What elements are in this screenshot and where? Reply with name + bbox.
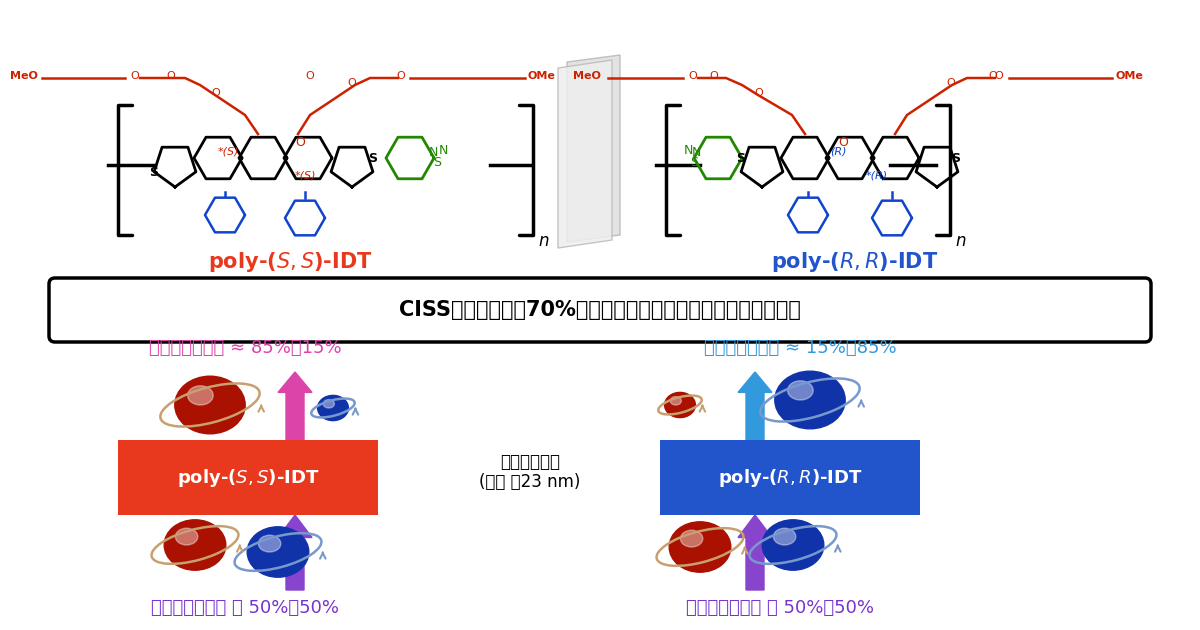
Text: *(S): *(S) xyxy=(294,170,316,180)
Bar xyxy=(660,440,920,515)
Text: O: O xyxy=(131,71,139,81)
Ellipse shape xyxy=(670,397,682,405)
Ellipse shape xyxy=(164,520,226,570)
Text: 上向き：下向き ＝ 50%：50%: 上向き：下向き ＝ 50%：50% xyxy=(686,599,874,617)
Text: O: O xyxy=(947,78,955,88)
FancyArrow shape xyxy=(278,372,312,440)
Text: S: S xyxy=(433,156,442,168)
Ellipse shape xyxy=(680,530,703,547)
Ellipse shape xyxy=(774,528,796,545)
Text: MeO: MeO xyxy=(574,71,601,81)
Text: O: O xyxy=(755,88,763,98)
Text: 上向き：下向き ≈ 85%：15%: 上向き：下向き ≈ 85%：15% xyxy=(149,339,341,357)
Text: 上向き：下向き ＝ 50%：50%: 上向き：下向き ＝ 50%：50% xyxy=(151,599,340,617)
Text: O: O xyxy=(397,71,406,81)
Text: O: O xyxy=(167,71,175,81)
FancyBboxPatch shape xyxy=(49,278,1151,342)
Text: O: O xyxy=(838,135,848,149)
Text: O: O xyxy=(348,78,356,88)
Polygon shape xyxy=(568,55,620,242)
Text: S: S xyxy=(952,151,960,164)
Text: $n$: $n$ xyxy=(955,232,966,250)
Ellipse shape xyxy=(787,381,814,400)
Text: S: S xyxy=(690,156,698,168)
Text: N: N xyxy=(683,144,692,156)
Text: O: O xyxy=(995,71,1003,81)
Text: N: N xyxy=(438,144,448,156)
Text: S: S xyxy=(150,166,158,178)
Text: N: N xyxy=(691,146,701,159)
Text: MeO: MeO xyxy=(10,71,38,81)
Text: O: O xyxy=(295,135,305,149)
Text: S: S xyxy=(368,151,378,164)
Text: CISS効果により終70%のスピン偶極率のスピン偶極電流を発生: CISS効果により終70%のスピン偶極率のスピン偶極電流を発生 xyxy=(400,300,800,320)
Ellipse shape xyxy=(762,520,824,570)
Text: poly-($\it{R,R}$)-IDT: poly-($\it{R,R}$)-IDT xyxy=(718,467,863,489)
Text: OMe: OMe xyxy=(1115,71,1142,81)
Text: $n$: $n$ xyxy=(538,232,550,250)
Ellipse shape xyxy=(775,371,845,429)
Text: *(R): *(R) xyxy=(866,170,888,180)
Ellipse shape xyxy=(318,396,348,421)
Ellipse shape xyxy=(670,522,731,572)
Text: poly-($\it{S,S}$)-IDT: poly-($\it{S,S}$)-IDT xyxy=(176,467,319,489)
Text: 回転塗布薄膜: 回転塗布薄膜 xyxy=(500,453,560,471)
Text: O: O xyxy=(709,71,719,81)
Text: O: O xyxy=(689,71,697,81)
Ellipse shape xyxy=(187,386,214,405)
Text: O: O xyxy=(306,71,314,81)
FancyArrow shape xyxy=(738,372,772,440)
Text: O: O xyxy=(211,88,221,98)
Text: OMe: OMe xyxy=(528,71,556,81)
Polygon shape xyxy=(558,60,612,248)
Ellipse shape xyxy=(323,399,335,408)
Text: *(S): *(S) xyxy=(217,147,239,157)
FancyArrow shape xyxy=(738,515,772,590)
Text: 上向き：下向き ≈ 15%：85%: 上向き：下向き ≈ 15%：85% xyxy=(703,339,896,357)
Bar xyxy=(118,440,378,515)
Ellipse shape xyxy=(175,528,198,545)
Text: (膜厚 終23 nm): (膜厚 終23 nm) xyxy=(479,473,581,491)
Text: S: S xyxy=(737,151,745,164)
Ellipse shape xyxy=(258,536,281,552)
Ellipse shape xyxy=(247,527,308,577)
FancyArrow shape xyxy=(278,515,312,590)
Ellipse shape xyxy=(665,392,696,418)
Text: N: N xyxy=(428,146,438,159)
Text: poly-($\it{S,S}$)-IDT: poly-($\it{S,S}$)-IDT xyxy=(208,250,372,274)
Text: (R): (R) xyxy=(829,147,846,157)
Ellipse shape xyxy=(175,376,245,434)
Text: O: O xyxy=(989,71,997,81)
Text: poly-($\it{R,R}$)-IDT: poly-($\it{R,R}$)-IDT xyxy=(772,250,938,274)
